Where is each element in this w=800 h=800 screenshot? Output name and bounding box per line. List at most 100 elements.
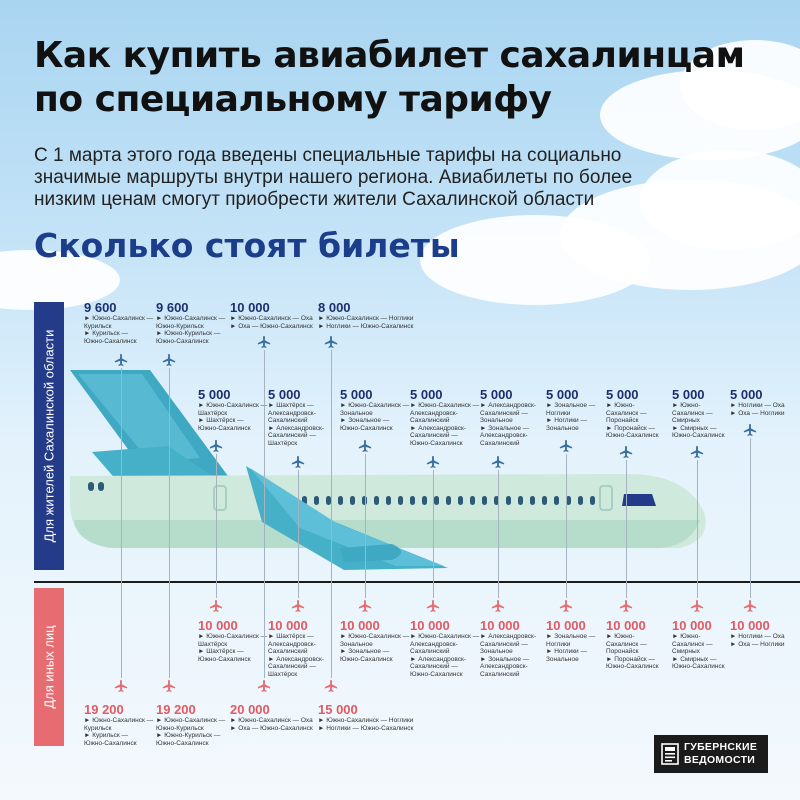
- route-text: ► Южно- Сахалинск — Поронайск ► Поронайс…: [606, 402, 659, 440]
- logo-text: ВЕДОМОСТИ: [684, 754, 756, 766]
- connector-line: [365, 454, 366, 598]
- airplane-icon: [291, 599, 305, 613]
- connector-line: [169, 368, 170, 678]
- other-price: 10 000: [198, 618, 238, 633]
- airplane-icon: [209, 439, 223, 453]
- other-price: 15 000: [318, 702, 358, 717]
- other-price: 10 000: [410, 618, 450, 633]
- route-text: ► Южно-Сахалинск — Александровск- Сахали…: [410, 633, 480, 678]
- airplane-icon: [114, 679, 128, 693]
- other-price-block: 10 000 ► Южно- Сахалинск — Смирных ► Сми…: [672, 618, 725, 671]
- residents-label: Для жителей Сахалинской области: [34, 302, 64, 570]
- airplane-icon: [619, 445, 633, 459]
- airplane-icon: [324, 335, 338, 349]
- airplane-icon: [291, 455, 305, 469]
- resident-price-block: 8 000 ► Южно-Сахалинск — Ноглики ► Ногли…: [318, 300, 413, 330]
- connector-line: [216, 454, 217, 598]
- airplane-icon: [358, 599, 372, 613]
- resident-price-block: 5 000 ► Александровск- Сахалинский — Зон…: [480, 387, 536, 448]
- route-text: ► Зональное — Ноглики ► Ноглики — Зональ…: [546, 633, 596, 663]
- route-text: ► Южно- Сахалинск — Смирных ► Смирных — …: [672, 402, 725, 440]
- resident-price: 5 000: [198, 387, 231, 402]
- intro-line: С 1 марта этого года введены специальные…: [34, 145, 622, 166]
- route-text: ► Шахтёрск — Александровск- Сахалинский …: [268, 633, 325, 678]
- cloud: [680, 40, 800, 130]
- connector-line: [331, 350, 332, 678]
- other-price-block: 19 200 ► Южно-Сахалинск — Южно-Курильск …: [156, 702, 225, 747]
- connector-line: [298, 470, 299, 598]
- route-text: ► Южно-Сахалинск — Оха ► Оха — Южно-Саха…: [230, 315, 313, 330]
- connector-line: [750, 438, 751, 598]
- connector-line: [626, 460, 627, 598]
- resident-price: 5 000: [410, 387, 443, 402]
- other-price-block: 20 000 ► Южно-Сахалинск — Оха ► Оха — Юж…: [230, 702, 313, 732]
- logo-text: ГУБЕРНСКИЕ: [684, 741, 758, 753]
- route-text: ► Александровск- Сахалинский — Зональное…: [480, 402, 537, 447]
- other-price-block: 10 000 ► Южно-Сахалинск — Зональное ► Зо…: [340, 618, 409, 663]
- route-text: ► Ноглики — Оха ► Оха — Ноглики: [730, 402, 785, 417]
- resident-price: 9 600: [156, 300, 189, 315]
- route-text: ► Южно-Сахалинск — Южно-Курильск ► Южно-…: [156, 717, 226, 747]
- page-title: Как купить авиабилет сахалинцам по специ…: [34, 34, 774, 122]
- resident-price-block: 9 600 ► Южно-Сахалинск — Южно-Курильск ►…: [156, 300, 225, 345]
- other-price-block: 10 000 ► Южно- Сахалинск — Поронайск ► П…: [606, 618, 659, 671]
- resident-price-block: 9 600 ► Южно-Сахалинск — Курильск ► Кури…: [84, 300, 153, 345]
- connector-line: [121, 368, 122, 678]
- other-price-block: 10 000 ► Южно-Сахалинск — Александровск-…: [410, 618, 479, 679]
- route-text: ► Южно- Сахалинск — Поронайск ► Поронайс…: [606, 633, 659, 671]
- connector-line: [498, 470, 499, 598]
- cloud: [640, 150, 800, 250]
- airplane-icon: [619, 599, 633, 613]
- route-text: ► Южно-Сахалинск — Курильск ► Курильск —…: [84, 717, 154, 747]
- resident-price: 5 000: [546, 387, 579, 402]
- resident-price-block: 5 000 ► Южно-Сахалинск — Шахтёрск ► Шахт…: [198, 387, 267, 432]
- route-text: ► Шахтёрск — Александровск- Сахалинский …: [268, 402, 325, 447]
- other-price-block: 10 000 ► Ноглики — Оха ► Оха — Ноглики: [730, 618, 785, 648]
- resident-price: 5 000: [480, 387, 513, 402]
- resident-price-block: 5 000 ► Зональное — Ноглики ► Ноглики — …: [546, 387, 595, 432]
- other-price: 19 200: [84, 702, 124, 717]
- resident-price-block: 5 000 ► Шахтёрск — Александровск- Сахали…: [268, 387, 324, 448]
- resident-price-block: 5 000 ► Южно-Сахалинск — Зональное ► Зон…: [340, 387, 409, 432]
- others-label-text: Для иных лиц: [41, 625, 57, 709]
- other-price: 10 000: [730, 618, 770, 633]
- airplane-icon: [358, 439, 372, 453]
- other-price-block: 10 000 ► Александровск- Сахалинский — Зо…: [480, 618, 536, 679]
- other-price-block: 19 200 ► Южно-Сахалинск — Курильск ► Кур…: [84, 702, 153, 747]
- residents-label-text: Для жителей Сахалинской области: [41, 329, 57, 543]
- route-text: ► Зональное — Ноглики ► Ноглики — Зональ…: [546, 402, 596, 432]
- airplane-icon: [162, 353, 176, 367]
- route-text: ► Южно- Сахалинск — Смирных ► Смирных — …: [672, 633, 725, 671]
- intro-text: С 1 марта этого года введены специальные…: [34, 145, 654, 211]
- section-title: Сколько стоят билеты: [34, 226, 460, 265]
- connector-line: [433, 470, 434, 598]
- other-price-block: 10 000 ► Шахтёрск — Александровск- Сахал…: [268, 618, 324, 679]
- publisher-logo: ГУБЕРНСКИЕ ВЕДОМОСТИ: [654, 735, 768, 773]
- other-price: 10 000: [268, 618, 308, 633]
- resident-price: 5 000: [340, 387, 373, 402]
- route-text: ► Южно-Сахалинск — Оха ► Оха — Южно-Саха…: [230, 717, 313, 732]
- resident-price: 5 000: [730, 387, 763, 402]
- resident-price: 8 000: [318, 300, 351, 315]
- route-text: ► Южно-Сахалинск — Ноглики ► Ноглики — Ю…: [318, 717, 414, 732]
- airplane-icon: [162, 679, 176, 693]
- other-price: 20 000: [230, 702, 270, 717]
- connector-line: [264, 350, 265, 678]
- route-text: ► Южно-Сахалинск — Шахтёрск ► Шахтёрск —…: [198, 402, 267, 432]
- route-text: ► Южно-Сахалинск — Ноглики ► Ноглики — Ю…: [318, 315, 414, 330]
- cloud: [420, 215, 650, 305]
- newspaper-logo-icon: [661, 743, 679, 765]
- airplane-icon: [743, 423, 757, 437]
- intro-line: низким ценам смогут приобрести жители Са…: [34, 189, 595, 210]
- others-label: Для иных лиц: [34, 588, 64, 746]
- airplane-icon: [209, 599, 223, 613]
- route-text: ► Ноглики — Оха ► Оха — Ноглики: [730, 633, 785, 648]
- other-price: 10 000: [546, 618, 586, 633]
- airplane-icon: [491, 599, 505, 613]
- route-text: ► Александровск- Сахалинский — Зональное…: [480, 633, 537, 678]
- other-price: 10 000: [480, 618, 520, 633]
- airplane-icon: [257, 335, 271, 349]
- airplane-icon: [690, 599, 704, 613]
- intro-line: значимые маршруты внутри нашего региона.…: [34, 167, 633, 188]
